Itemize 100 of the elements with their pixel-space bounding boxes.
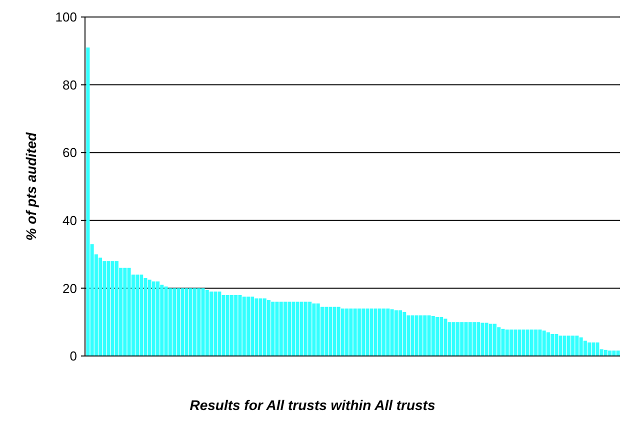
bar: [312, 303, 316, 356]
y-axis-title: % of pts audited: [23, 132, 39, 241]
y-tick-label: 80: [62, 77, 77, 92]
bar: [114, 261, 118, 356]
bar: [406, 315, 410, 356]
bar: [583, 340, 587, 356]
bar: [254, 298, 258, 356]
bar: [604, 350, 608, 356]
bar: [230, 294, 234, 356]
bar: [340, 308, 344, 356]
bar: [86, 48, 90, 356]
bar: [140, 274, 144, 356]
bar: [328, 306, 332, 356]
bar: [226, 294, 230, 356]
y-tick-label: 60: [62, 145, 77, 160]
bar: [242, 296, 246, 356]
bar: [320, 306, 324, 356]
bar: [566, 336, 570, 356]
bar: [394, 310, 398, 356]
bar: [218, 292, 222, 356]
bar: [209, 292, 213, 356]
bar: [288, 302, 292, 356]
bar: [518, 330, 522, 356]
bar: [522, 330, 526, 356]
bar: [136, 274, 140, 356]
bar: [193, 288, 197, 356]
bar: [332, 306, 336, 356]
bar: [608, 350, 612, 356]
bar: [168, 288, 172, 356]
bar: [575, 336, 579, 356]
bar: [554, 334, 558, 356]
bar: [308, 302, 312, 356]
bar: [176, 288, 180, 356]
bar: [172, 288, 176, 356]
bar: [353, 308, 357, 356]
bar: [378, 308, 382, 356]
bar: [357, 308, 361, 356]
bar: [98, 258, 102, 356]
bar: [616, 350, 620, 356]
bar: [324, 306, 328, 356]
bar: [292, 302, 296, 356]
bar: [612, 350, 616, 356]
y-tick-label: 20: [62, 280, 77, 296]
bar: [267, 300, 271, 356]
bar: [366, 308, 370, 356]
bar: [410, 315, 414, 356]
bar: [345, 308, 349, 356]
bar: [550, 334, 554, 356]
bar: [370, 308, 374, 356]
bar: [592, 342, 596, 356]
bar: [476, 322, 480, 356]
bar: [152, 281, 156, 356]
y-tick-label: 40: [62, 212, 77, 228]
bar: [464, 322, 468, 356]
bar: [246, 296, 250, 356]
bar: [144, 278, 148, 356]
bar: [526, 330, 530, 356]
bar: [262, 298, 266, 356]
bar: [431, 316, 435, 356]
bar: [180, 288, 184, 356]
bar: [460, 322, 464, 356]
bar: [440, 317, 444, 356]
bar: [164, 286, 168, 356]
y-tick-label: 100: [55, 10, 77, 25]
bar: [472, 322, 476, 356]
bar: [419, 315, 423, 356]
bar: [571, 336, 575, 356]
bar: [275, 302, 279, 356]
bar: [530, 330, 534, 356]
bar: [448, 322, 452, 356]
bar: [382, 308, 386, 356]
bar: [110, 261, 114, 356]
bar: [402, 312, 406, 356]
bar: [222, 294, 226, 356]
bar: [214, 292, 218, 356]
bar: [390, 309, 394, 356]
bar: [304, 302, 308, 356]
bar: [579, 337, 583, 356]
bar: [509, 330, 513, 356]
bar: [558, 336, 562, 356]
bar: [258, 298, 262, 356]
bar: [484, 322, 488, 356]
bar: [201, 288, 205, 356]
bar: [398, 310, 402, 356]
x-axis-title: Results for All trusts within All trusts: [190, 397, 436, 413]
bar: [427, 315, 431, 356]
bar: [452, 322, 456, 356]
bar: [148, 280, 152, 356]
bar: [271, 302, 275, 356]
bar: [588, 342, 592, 356]
y-tick-label: 0: [70, 348, 77, 364]
bar: [374, 308, 378, 356]
bar: [562, 336, 566, 356]
bar: [349, 308, 353, 356]
bar: [538, 330, 542, 356]
bar: [505, 330, 509, 356]
bar: [423, 315, 427, 356]
bar: [316, 303, 320, 356]
bar: [234, 294, 238, 356]
bar: [238, 294, 242, 356]
